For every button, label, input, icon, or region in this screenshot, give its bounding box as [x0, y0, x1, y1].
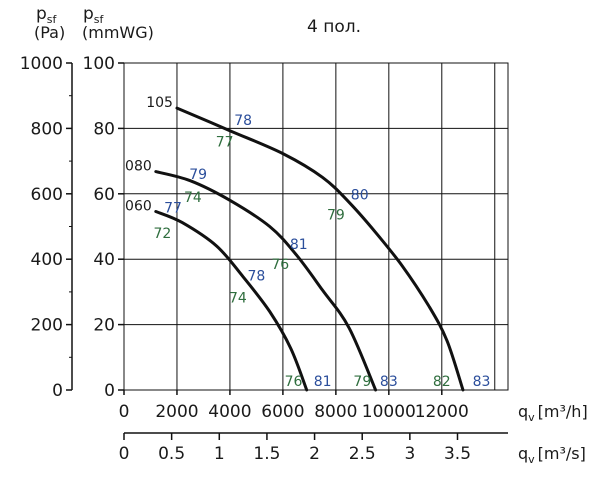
efficiency-label: 83 [473, 374, 491, 390]
efficiency-label: 76 [285, 374, 303, 390]
x-tick-label: 12000 [415, 402, 469, 422]
efficiency-label: 81 [290, 237, 308, 253]
x2-tick-label: 3 [404, 444, 415, 464]
chart-title: 4 пол. [307, 17, 361, 37]
x2-axis-flow-label: qv [m³/s] [518, 444, 586, 466]
mmwg-axis-unit: (mmWG) [82, 23, 154, 42]
x-axis-flow-label: qv [m³/h] [518, 402, 588, 424]
pa-axis-unit: (Pa) [34, 23, 65, 42]
grid [123, 62, 509, 391]
plot-frame [123, 62, 509, 391]
x2-tick-label: 3.5 [444, 444, 471, 464]
mmwg-tick-label: 80 [93, 119, 115, 139]
pa-tick-label: 200 [31, 316, 63, 336]
curve-label-080: 080 [125, 159, 152, 175]
x-tick-label: 6000 [261, 402, 304, 422]
efficiency-label: 74 [184, 190, 202, 206]
x2-tick-label: 2 [309, 444, 320, 464]
efficiency-label: 72 [153, 226, 171, 242]
x2-tick-label: 0.5 [158, 444, 185, 464]
x2-tick-label: 1.5 [253, 444, 280, 464]
efficiency-label: 77 [164, 201, 182, 217]
x-tick-label: 2000 [155, 402, 198, 422]
pa-axis-label: psf [36, 4, 58, 26]
fan-curve-060 [154, 210, 309, 392]
efficiency-label: 76 [271, 257, 289, 273]
mmwg-tick-label: 20 [93, 316, 115, 336]
mmwg-tick-label: 40 [93, 250, 115, 270]
efficiency-label: 80 [351, 187, 369, 203]
efficiency-label: 81 [314, 374, 332, 390]
efficiency-label: 79 [189, 167, 207, 183]
pa-tick-label: 600 [31, 185, 63, 205]
efficiency-label: 77 [216, 134, 234, 150]
x2-tick-label: 2.5 [349, 444, 376, 464]
efficiency-label: 82 [433, 374, 451, 390]
x2-tick-label: 0 [119, 444, 130, 464]
efficiency-label: 79 [353, 374, 371, 390]
fan-curves: 105 080 060 [125, 95, 465, 392]
fan-curve-080 [154, 170, 378, 392]
curve-label-060: 060 [125, 198, 152, 214]
efficiency-label: 78 [247, 269, 265, 285]
pa-tick-label: 400 [31, 250, 63, 270]
mmwg-tick-label: 0 [104, 381, 115, 401]
pa-tick-label: 800 [31, 119, 63, 139]
x-tick-label: 0 [119, 402, 130, 422]
mmwg-tick-label: 60 [93, 185, 115, 205]
efficiency-label: 83 [380, 374, 398, 390]
mmwg-tick-label: 100 [83, 54, 115, 74]
curve-label-105: 105 [146, 95, 173, 111]
x-tick-label: 10000 [362, 402, 416, 422]
mmwg-axis-label: psf [83, 4, 105, 26]
fan-curve-105 [175, 106, 465, 392]
x2-tick-label: 1 [214, 444, 225, 464]
efficiency-label: 78 [234, 113, 252, 129]
x-tick-label: 4000 [208, 402, 251, 422]
pa-tick-label: 0 [52, 381, 63, 401]
efficiency-label: 74 [229, 290, 247, 306]
pa-tick-label: 1000 [20, 54, 63, 74]
x-tick-label: 8000 [314, 402, 357, 422]
efficiency-label: 79 [327, 208, 345, 224]
